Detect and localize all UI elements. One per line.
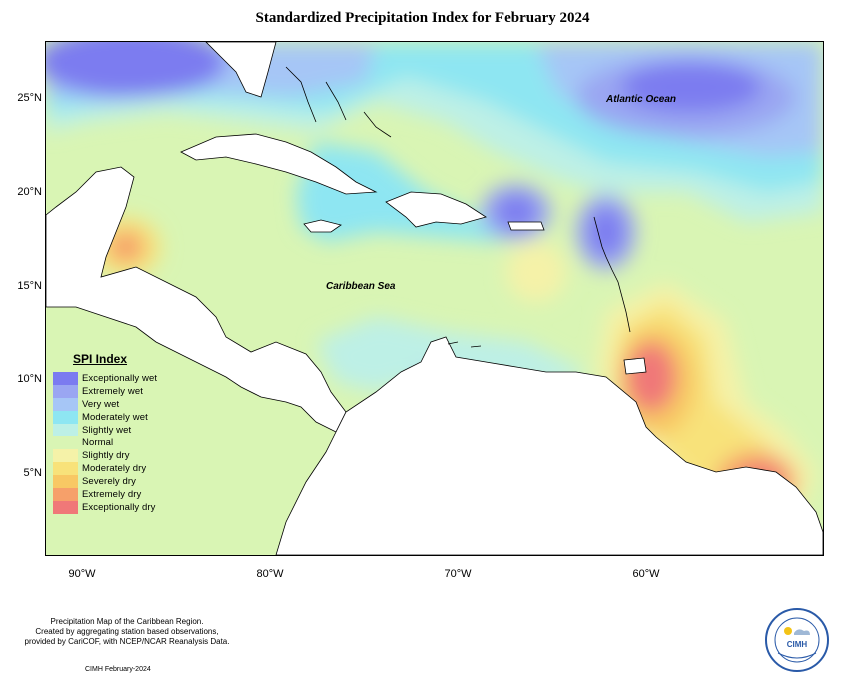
legend-swatch	[53, 423, 78, 437]
lat-label-20: 20°N	[17, 186, 42, 198]
land-florida	[205, 42, 277, 98]
place-atlantic-ocean: Atlantic Ocean	[606, 94, 677, 105]
legend-item: Slightly wet	[53, 423, 157, 437]
legend-item: Extremely wet	[53, 384, 157, 398]
lon-label-80: 80°W	[256, 568, 284, 580]
slightly-dry-zone-central	[506, 242, 566, 302]
legend-item: Slightly dry	[53, 449, 157, 463]
legend-label: Exceptionally dry	[82, 501, 156, 513]
extreme-dry-zone-belize	[108, 231, 144, 263]
legend-items: Exceptionally wet Extremely wet Very wet Mo…	[53, 372, 157, 514]
exceptionally-wet-zone-pr	[496, 194, 536, 230]
legend-label: Moderately dry	[82, 463, 147, 475]
lat-label-10: 10°N	[17, 373, 42, 385]
spi-legend: SPI Index Exceptionally wet Extremely wet…	[53, 352, 157, 514]
place-caribbean-sea: Caribbean Sea	[326, 281, 396, 292]
footer-line-2: Created by aggregating station based obs…	[35, 627, 219, 636]
lon-label-70: 70°W	[444, 568, 472, 580]
cimh-logo-icon: CIMH	[765, 608, 829, 672]
cimh-logo: CIMH	[764, 607, 830, 673]
legend-label: Very wet	[82, 398, 120, 410]
footer-note: Precipitation Map of the Caribbean Regio…	[12, 617, 242, 647]
legend-label: Extremely dry	[82, 488, 142, 500]
legend-swatch	[53, 436, 78, 450]
legend-item: Exceptionally wet	[53, 372, 157, 385]
legend-item: Exceptionally dry	[53, 500, 157, 514]
legend-item: Severely dry	[53, 475, 157, 489]
legend-item: Moderately wet	[53, 410, 157, 424]
land-central-america	[46, 166, 347, 433]
legend-swatch	[53, 500, 78, 514]
legend-swatch	[53, 475, 78, 489]
footer-line-1: Precipitation Map of the Caribbean Regio…	[50, 617, 204, 626]
exceptionally-wet-zone-atlantic	[621, 62, 761, 112]
land-hispaniola	[385, 191, 487, 228]
legend-swatch	[53, 384, 78, 398]
legend-label: Slightly dry	[82, 450, 130, 462]
land-puerto-rico	[507, 221, 545, 231]
land-south-america	[275, 336, 823, 555]
lon-label-60: 60°W	[632, 568, 660, 580]
legend-swatch	[53, 462, 78, 476]
legend-item: Very wet	[53, 397, 157, 411]
small-islands	[285, 66, 631, 348]
legend-title: SPI Index	[73, 352, 128, 366]
legend-label: Exceptionally wet	[82, 372, 158, 384]
legend-label: Normal	[82, 437, 114, 449]
legend-swatch	[53, 397, 78, 411]
land-jamaica	[303, 219, 342, 233]
footer-credit: CIMH February-2024	[85, 666, 151, 673]
lat-label-5: 5°N	[23, 467, 42, 479]
legend-swatch	[53, 488, 78, 501]
lat-label-15: 15°N	[17, 280, 42, 292]
legend-swatch	[53, 372, 78, 385]
legend-label: Extremely wet	[82, 385, 143, 397]
logo-text: CIMH	[787, 640, 808, 649]
spi-map-canvas	[46, 42, 823, 555]
legend-swatch	[53, 449, 78, 463]
footer-line-3: provided by CariCOF, with NCEP/NCAR Rean…	[24, 637, 230, 646]
exceptionally-wet-zone-gulf	[46, 42, 226, 97]
land-cuba	[180, 133, 378, 195]
spi-map	[45, 41, 824, 556]
legend-label: Moderately wet	[82, 411, 148, 423]
legend-item: Normal	[53, 436, 157, 450]
map-title: Standardized Precipitation Index for Feb…	[255, 10, 590, 26]
exceptionally-wet-zone-leewards	[588, 208, 624, 256]
lat-label-25: 25°N	[17, 92, 42, 104]
lon-label-90: 90°W	[68, 568, 96, 580]
legend-swatch	[53, 410, 78, 424]
legend-label: Slightly wet	[82, 424, 132, 436]
landmasses	[46, 42, 823, 555]
legend-item: Extremely dry	[53, 488, 157, 501]
land-trinidad	[623, 357, 647, 375]
legend-label: Severely dry	[82, 476, 136, 488]
legend-item: Moderately dry	[53, 462, 157, 476]
